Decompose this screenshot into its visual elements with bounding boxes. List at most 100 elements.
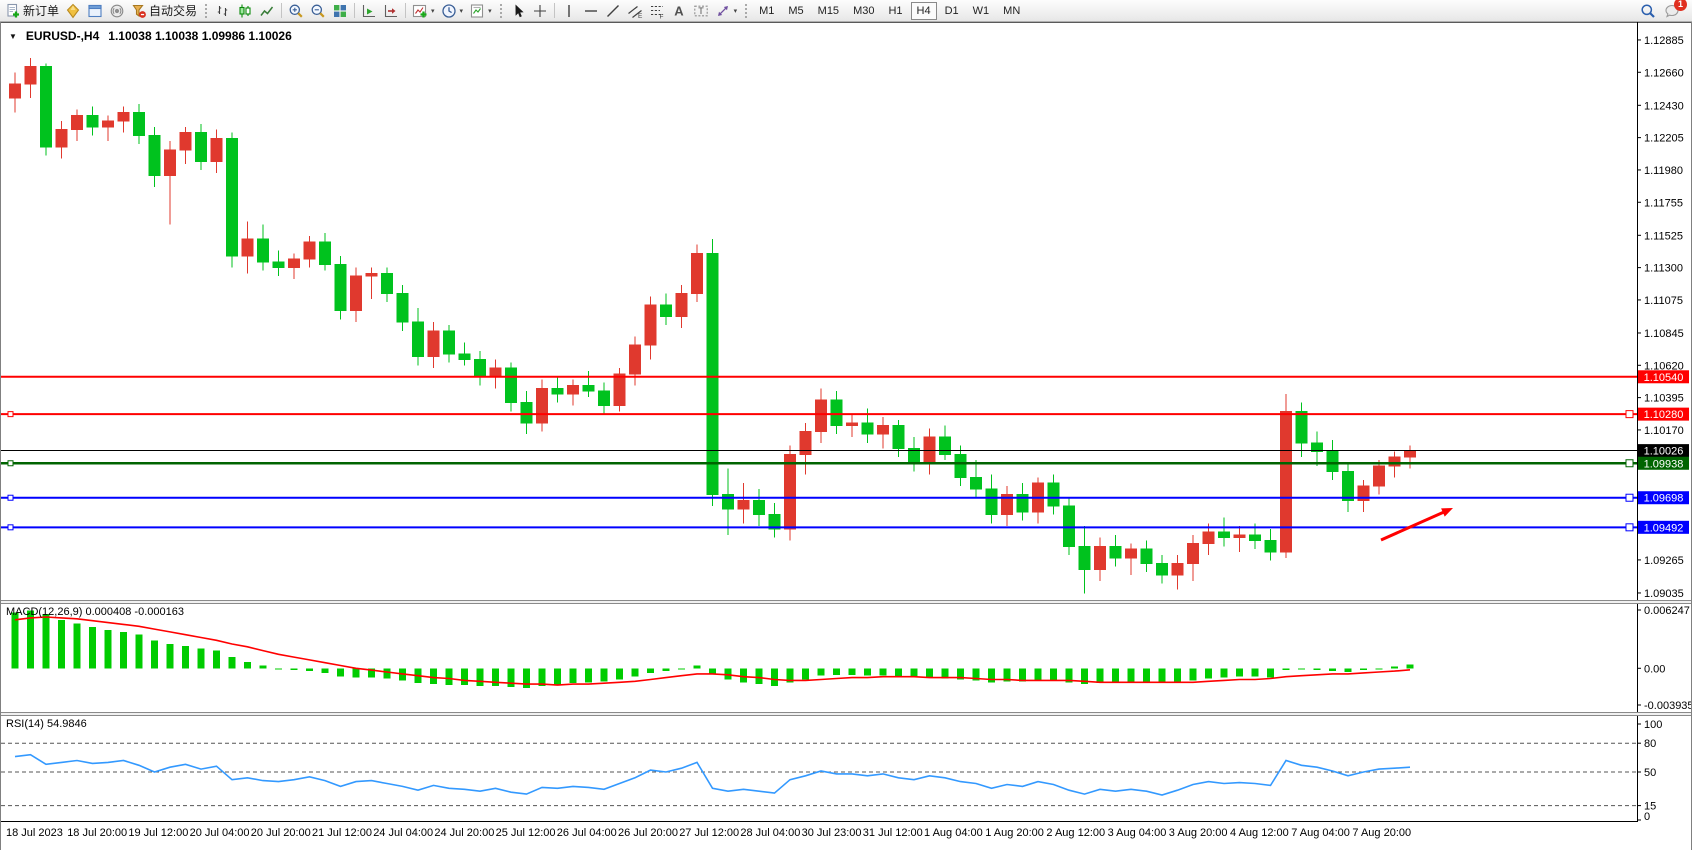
- line-handle[interactable]: [7, 411, 14, 418]
- price-badge: 1.09938: [1638, 456, 1689, 470]
- timeframe-m1-button[interactable]: M1: [759, 4, 775, 17]
- macd-histogram: [11, 610, 1414, 688]
- timeframe-m15-button[interactable]: M15: [817, 4, 840, 17]
- time-label: 20 Jul 20:00: [250, 827, 311, 839]
- text-button[interactable]: A: [668, 1, 690, 21]
- panel-splitter[interactable]: [1, 600, 1691, 604]
- horizontal-level-line[interactable]: [1, 493, 1637, 502]
- macd-panel-wrap: MACD(12,26,9) 0.000408 -0.000163 0.00624…: [1, 604, 1691, 712]
- rsi-axis[interactable]: 100 80 50 150: [1637, 716, 1662, 822]
- chevron-down-icon[interactable]: ▾: [488, 7, 492, 15]
- time-label: 7 Aug 04:00: [1291, 827, 1350, 839]
- timeframe-d1-button[interactable]: D1: [944, 4, 959, 17]
- text-label-button[interactable]: T: [690, 1, 712, 21]
- trendline-icon: [605, 3, 621, 19]
- zoom-out-button[interactable]: [307, 1, 329, 21]
- zoom-in-button[interactable]: [285, 1, 307, 21]
- line-handle[interactable]: [1625, 523, 1634, 532]
- svg-text:1.10026: 1.10026: [1644, 446, 1684, 458]
- chevron-down-icon[interactable]: ▾: [733, 7, 738, 15]
- timeframe-m30-button[interactable]: M30: [853, 4, 875, 17]
- price-axis[interactable]: 1.12885 1.12660 1.12430 1.12205 1.11980 1.117…: [1637, 22, 1684, 600]
- timeframe-w1-button[interactable]: W1: [972, 4, 990, 17]
- macd-panel[interactable]: 0.006247 0.00 -0.003935: [1, 604, 1691, 712]
- chart-title: ▼ EURUSD-,H4 1.10038 1.10038 1.09986 1.1…: [9, 29, 292, 43]
- navigator-button[interactable]: [106, 1, 128, 21]
- channel-icon: E: [627, 3, 643, 19]
- cursor-button[interactable]: [507, 1, 529, 21]
- autotrading-button[interactable]: 自动交易: [128, 1, 200, 21]
- line-handle[interactable]: [1625, 493, 1634, 502]
- data-window-button[interactable]: [84, 1, 106, 21]
- time-label: 24 Jul 04:00: [373, 827, 434, 839]
- time-label: 3 Aug 20:00: [1168, 827, 1228, 839]
- rsi-tick-label: 80: [1644, 738, 1656, 750]
- search-icon: [1640, 3, 1656, 19]
- horizontal-level-line[interactable]: [1, 459, 1637, 468]
- horizontal-line-button[interactable]: [580, 1, 602, 21]
- tile-windows-button[interactable]: [329, 1, 351, 21]
- rsi-label: RSI(14) 54.9846: [6, 718, 87, 730]
- line-handle[interactable]: [7, 460, 14, 467]
- toolbar-grip: [744, 3, 749, 18]
- chart-symbol-period: EURUSD-,H4: [25, 29, 100, 43]
- crosshair-button[interactable]: [529, 1, 551, 21]
- panel-splitter[interactable]: [1, 712, 1691, 716]
- market-watch-button[interactable]: [62, 1, 84, 21]
- toolbar-separator: [281, 3, 283, 18]
- collapse-arrow-icon[interactable]: ▼: [9, 31, 17, 41]
- bar-chart-button[interactable]: [212, 1, 234, 21]
- candlesticks[interactable]: [9, 57, 1416, 594]
- notifications-button[interactable]: 1: [1664, 0, 1687, 19]
- indicators-button[interactable]: ▾: [409, 1, 438, 21]
- price-badge: 1.09492: [1638, 520, 1689, 534]
- periods-button[interactable]: ▾: [438, 1, 467, 21]
- svg-text:F: F: [659, 13, 663, 19]
- price-tick-label: 1.09035: [1644, 588, 1684, 600]
- line-handle[interactable]: [1625, 410, 1634, 419]
- svg-text:1.09938: 1.09938: [1644, 458, 1684, 470]
- horizontal-level-line[interactable]: [1, 410, 1637, 419]
- line-handle[interactable]: [1625, 459, 1634, 468]
- vertical-line-button[interactable]: [558, 1, 580, 21]
- templates-button[interactable]: ▾: [466, 1, 495, 21]
- price-panel[interactable]: 1.12885 1.12660 1.12430 1.12205 1.11980 1.117…: [1, 22, 1691, 600]
- time-label: 1 Aug 04:00: [924, 827, 983, 839]
- arrow-annotation[interactable]: [1380, 508, 1453, 542]
- equidistant-channel-button[interactable]: E: [624, 1, 646, 21]
- line-handle[interactable]: [7, 494, 14, 501]
- market-watch-icon: [65, 3, 81, 19]
- crosshair-icon: [532, 3, 548, 19]
- new-order-label: 新订单: [23, 4, 60, 18]
- timeframe-mn-button[interactable]: MN: [1003, 4, 1021, 17]
- macd-tick-label: -0.003935: [1644, 700, 1691, 712]
- chevron-down-icon[interactable]: ▾: [459, 7, 464, 15]
- price-tick-label: 1.10620: [1644, 360, 1684, 372]
- price-tick-label: 1.11075: [1644, 295, 1683, 307]
- line-chart-button[interactable]: [256, 1, 278, 21]
- candlestick-chart-button[interactable]: [234, 1, 256, 21]
- timeframe-h1-button[interactable]: H1: [888, 4, 903, 17]
- autotrading-icon: [131, 3, 147, 19]
- price-tick-label: 1.11300: [1644, 263, 1683, 275]
- search-button[interactable]: [1640, 3, 1656, 19]
- auto-scroll-button[interactable]: [358, 1, 380, 21]
- new-order-button[interactable]: 新订单: [2, 1, 62, 21]
- timeframe-h4-button[interactable]: H4: [910, 1, 937, 20]
- rsi-panel[interactable]: 100 80 50 150: [1, 716, 1691, 822]
- arrows-button[interactable]: ▾: [712, 1, 741, 21]
- chart-shift-button[interactable]: [380, 1, 402, 21]
- chevron-down-icon[interactable]: ▾: [431, 7, 435, 15]
- time-axis[interactable]: 18 Jul 2023 18 Jul 20:00 19 Jul 12:00 20 Ju…: [1, 822, 1691, 850]
- macd-axis[interactable]: 0.006247 0.00 -0.003935: [1637, 604, 1691, 712]
- price-tick-label: 1.12885: [1644, 35, 1684, 47]
- horizontal-level-line[interactable]: [1, 523, 1637, 532]
- timeframe-m5-button[interactable]: M5: [788, 4, 804, 17]
- chart-window[interactable]: ▼ EURUSD-,H4 1.10038 1.10038 1.09986 1.1…: [0, 22, 1692, 850]
- price-tick-label: 1.11525: [1644, 230, 1683, 242]
- trendline-button[interactable]: [602, 1, 624, 21]
- fibonacci-button[interactable]: F: [646, 1, 668, 21]
- line-handle[interactable]: [7, 524, 14, 531]
- zoom-out-icon: [310, 3, 326, 19]
